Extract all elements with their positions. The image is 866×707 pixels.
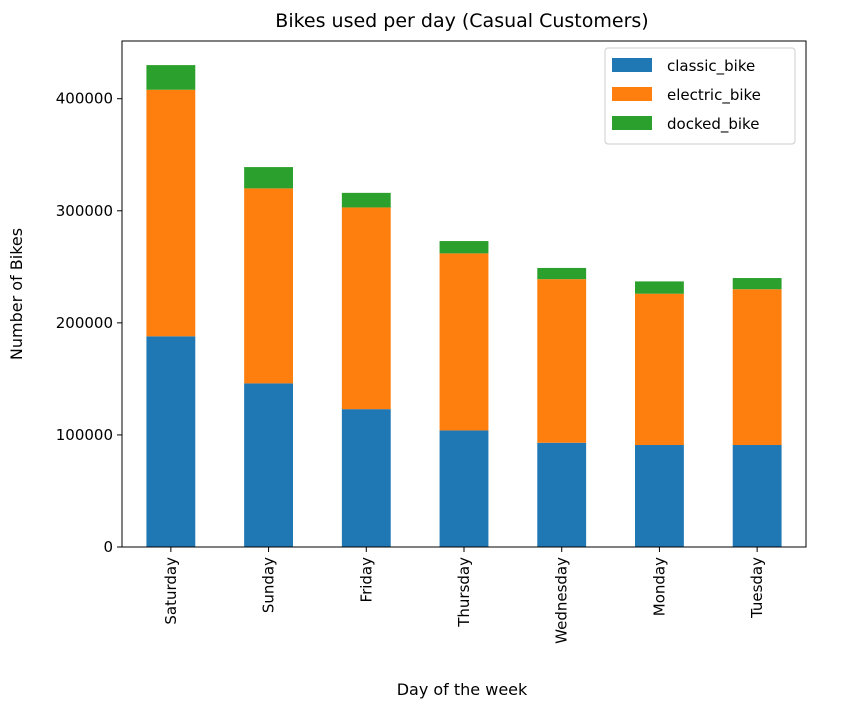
y-tick-label: 300000 <box>56 202 113 220</box>
bar-docked_bike-saturday <box>146 65 196 90</box>
bar-classic_bike-sunday <box>244 383 293 547</box>
bar-docked_bike-tuesday <box>732 278 782 290</box>
bar-docked_bike-thursday <box>439 241 489 254</box>
x-axis-label: Day of the week <box>397 680 528 699</box>
legend-swatch-docked_bike <box>612 116 652 130</box>
legend-swatch-classic_bike <box>612 58 652 72</box>
y-tick-label: 200000 <box>56 314 113 332</box>
bar-docked_bike-sunday <box>244 167 293 189</box>
bar-electric_bike-monday <box>635 293 684 446</box>
legend-label-electric_bike: electric_bike <box>667 86 761 105</box>
bar-electric_bike-thursday <box>439 253 489 431</box>
bar-classic_bike-wednesday <box>537 442 587 547</box>
x-tick-label-monday: Monday <box>650 557 668 616</box>
bar-classic_bike-tuesday <box>732 445 782 547</box>
bar-classic_bike-monday <box>635 445 684 547</box>
chart-title: Bikes used per day (Casual Customers) <box>275 10 648 32</box>
legend: classic_bike electric_bike docked_bike <box>604 47 796 145</box>
x-tick-label-saturday: Saturday <box>162 557 180 625</box>
y-axis-label: Number of Bikes <box>7 228 26 360</box>
bar-electric_bike-sunday <box>244 188 293 384</box>
y-tick-label: 100000 <box>56 426 113 444</box>
x-tick-label-sunday: Sunday <box>260 557 278 613</box>
bar-electric_bike-tuesday <box>732 289 782 446</box>
legend-label-docked_bike: docked_bike <box>667 115 759 134</box>
bar-docked_bike-friday <box>341 192 391 208</box>
bar-classic_bike-thursday <box>439 430 489 547</box>
bar-electric_bike-wednesday <box>537 279 587 443</box>
bar-electric_bike-friday <box>341 207 391 410</box>
bar-docked_bike-wednesday <box>537 267 587 280</box>
bar-docked_bike-monday <box>635 281 684 294</box>
x-axis-ticks: Saturday Sunday Friday Thursday Wednesday Mon… <box>162 547 766 644</box>
x-tick-label-friday: Friday <box>357 557 375 603</box>
bar-electric_bike-saturday <box>146 89 196 337</box>
bars <box>146 65 782 547</box>
bar-classic_bike-friday <box>341 409 391 547</box>
y-tick-label: 400000 <box>56 90 113 108</box>
x-tick-label-thursday: Thursday <box>455 557 473 628</box>
y-tick-label: 0 <box>103 538 113 556</box>
legend-label-classic_bike: classic_bike <box>667 57 755 76</box>
x-tick-label-tuesday: Tuesday <box>748 557 766 619</box>
legend-swatch-electric_bike <box>612 87 652 101</box>
bar-classic_bike-saturday <box>146 336 196 547</box>
x-tick-label-wednesday: Wednesday <box>553 557 571 644</box>
legend-frame <box>604 47 796 145</box>
y-axis-ticks: 0 100000 200000 300000 400000 <box>56 90 122 556</box>
